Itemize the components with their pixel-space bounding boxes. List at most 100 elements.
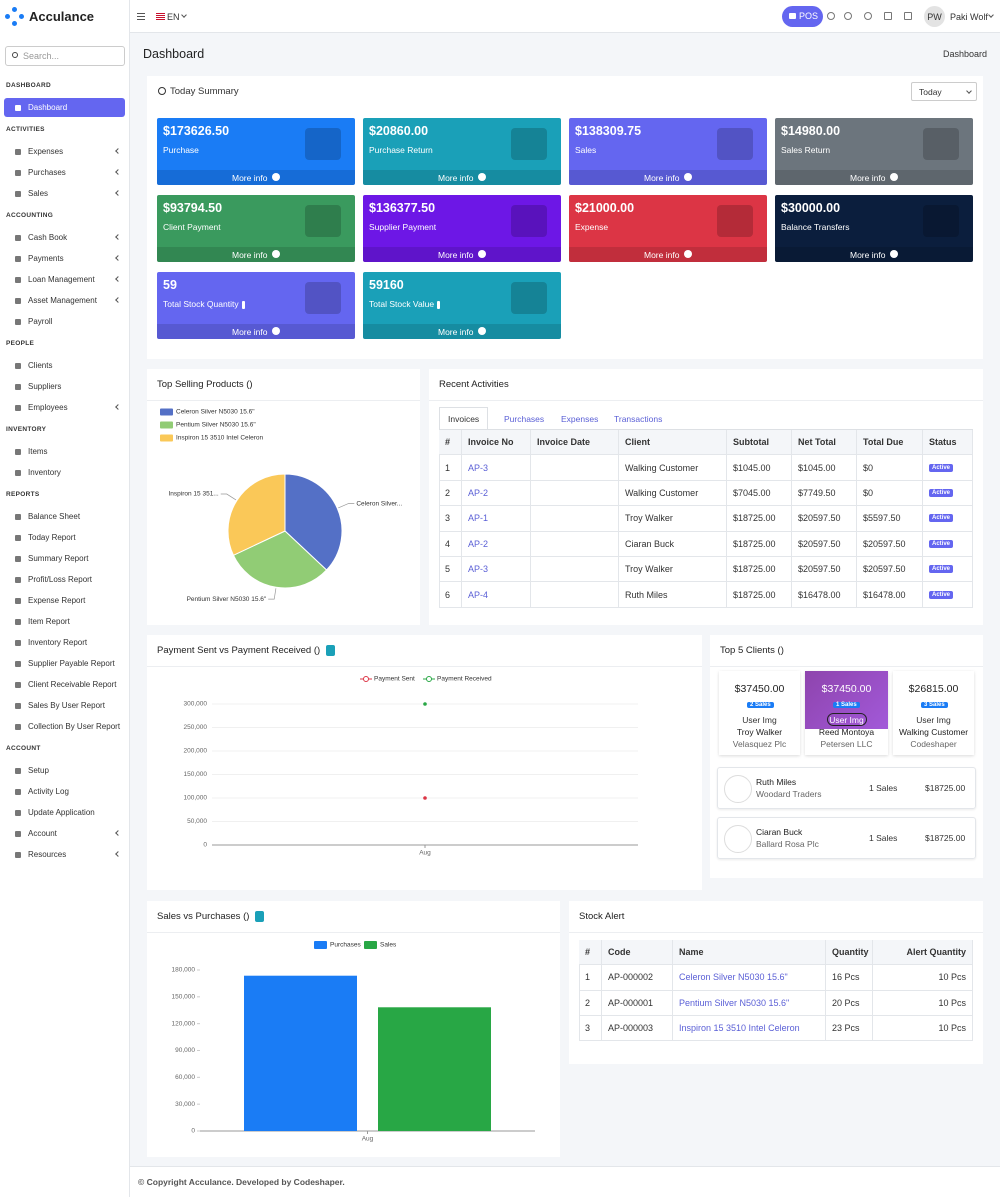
summary-card: 59 Total Stock Quantity More info [157,272,355,339]
sidebar-item[interactable]: Profit/Loss Report [4,570,125,589]
more-info-arrow [684,173,692,181]
sidebar-label: Payroll [28,317,53,326]
sidebar-item[interactable]: Cash Book [4,228,125,247]
sidebar-item[interactable]: Payroll [4,312,125,331]
sidebar-item[interactable]: Setup [4,761,125,780]
more-info: More info [644,173,680,183]
chevron [115,234,121,240]
client-card: $26815.00 3 Sales User Img Walking Customer… [893,671,974,755]
user-name[interactable]: Paki Wolf [950,12,988,22]
client-card: $37450.00 1 Sales User Img Reed Montoya Pete… [805,671,888,755]
sidebar-icon [15,789,21,795]
header-icon[interactable] [904,12,912,20]
sidebar-item[interactable]: Clients [4,356,125,375]
more-info: More info [232,250,268,260]
table-header: Total Due [857,430,923,456]
period-select[interactable]: Today [911,82,977,101]
card-footer[interactable]: More info [363,324,561,339]
sidebar-item[interactable]: Today Report [4,528,125,547]
sidebar-item[interactable]: Supplier Payable Report [4,654,125,673]
card-footer[interactable]: More info [775,170,973,185]
card-footer[interactable]: More info [775,247,973,262]
search[interactable]: Search... [5,46,125,66]
more-info: More info [850,173,886,183]
sidebar-label: Activity Log [28,787,69,796]
card-footer[interactable]: More info [363,247,561,262]
sidebar-item[interactable]: Client Receivable Report [4,675,125,694]
header-icon[interactable] [844,12,852,20]
header-icon[interactable] [827,12,835,20]
table-header: # [439,430,462,456]
sidebar-item[interactable]: Item Report [4,612,125,631]
summary-card: $21000.00 Expense More info [569,195,767,262]
sidebar-icon [15,149,21,155]
sidebar-item[interactable]: Resources [4,845,125,864]
sidebar-item[interactable]: Balance Sheet [4,507,125,526]
sidebar-item[interactable]: Purchases [4,163,125,182]
card-footer[interactable]: More info [157,170,355,185]
language[interactable]: EN [167,12,180,22]
sidebar-item[interactable]: Payments [4,249,125,268]
pos-button[interactable]: POS [782,6,823,27]
page-title: Dashboard [143,47,205,61]
header-icon[interactable] [864,12,872,20]
sidebar-item[interactable]: Suppliers [4,377,125,396]
sidebar-label: Loan Management [28,275,95,284]
sidebar-item[interactable]: Inventory [4,463,125,482]
sidebar-icon [15,598,21,604]
sidebar-item[interactable]: Sales By User Report [4,696,125,715]
sidebar-item[interactable]: Loan Management [4,270,125,289]
more-info-arrow [890,173,898,181]
menu-toggle[interactable] [137,13,145,21]
sidebar-item[interactable]: Expense Report [4,591,125,610]
table-cell: $0 [857,480,923,507]
table-header: Code [602,940,673,966]
card-label: Client Payment [163,222,221,232]
sidebar-item[interactable]: Account [4,824,125,843]
sidebar-item[interactable]: Summary Report [4,549,125,568]
footer [130,1166,1000,1197]
card-label: Purchase Return [369,145,433,155]
table-cell: Pentium Silver N5030 15.6" [673,990,826,1016]
sidebar-item[interactable]: Expenses [4,142,125,161]
sidebar-item[interactable]: Asset Management [4,291,125,310]
sidebar-icon [15,682,21,688]
sidebar-item[interactable]: Inventory Report [4,633,125,652]
brand: Acculance [29,9,95,24]
sidebar-item[interactable]: Dashboard [4,98,125,117]
tab[interactable]: Invoices [439,407,489,430]
chevron [115,190,121,196]
card-value: 59160 [369,278,404,292]
table-header: Status [923,430,973,456]
table-cell: $20597.50 [792,531,857,557]
chevron [115,148,121,154]
sidebar-label: Summary Report [28,554,89,563]
card-label: Sales Return [781,145,831,155]
client-image: User Img [829,715,864,725]
flag[interactable] [156,13,165,20]
table-cell: AP-000001 [602,990,673,1016]
card-footer[interactable]: More info [569,247,767,262]
sidebar-item[interactable]: Sales [4,184,125,203]
card-footer[interactable]: More info [157,324,355,339]
card-icon [511,282,547,314]
sidebar-icon [15,277,21,283]
sidebar-section-title: ACCOUNTING [6,212,54,219]
sidebar-item[interactable]: Collection By User Report [4,717,125,736]
card-footer[interactable]: More info [157,247,355,262]
tab[interactable]: Transactions [614,413,663,424]
sidebar-item[interactable]: Update Application [4,803,125,822]
sidebar-item[interactable]: Activity Log [4,782,125,801]
avatar[interactable]: PW [924,6,945,27]
panel-title: Top 5 Clients () [720,645,784,656]
summary-card: $93794.50 Client Payment More info [157,195,355,262]
client-image: User Img [742,715,777,725]
tab[interactable]: Purchases [504,413,545,424]
header-icon[interactable] [884,12,892,20]
chevron [115,169,121,175]
card-footer[interactable]: More info [569,170,767,185]
card-footer[interactable]: More info [363,170,561,185]
sidebar-item[interactable]: Items [4,442,125,461]
tab[interactable]: Expenses [561,413,599,424]
sidebar-item[interactable]: Employees [4,398,125,417]
